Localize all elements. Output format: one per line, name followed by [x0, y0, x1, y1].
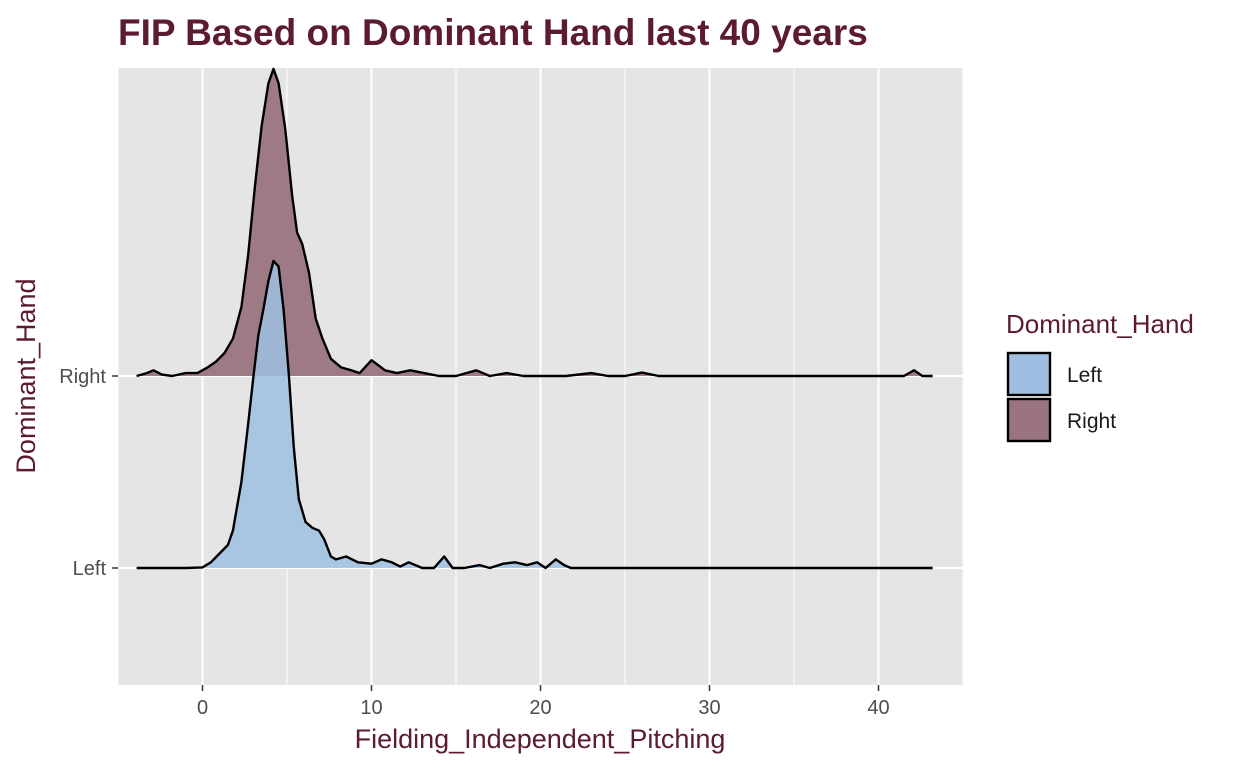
legend: Dominant_Hand Left Right — [1006, 309, 1194, 443]
legend-swatch-left — [1006, 351, 1052, 397]
legend-label-left: Left — [1067, 364, 1102, 387]
chart-title: FIP Based on Dominant Hand last 40 years — [118, 12, 868, 53]
x-tick-label: 10 — [360, 697, 382, 719]
ridge-line-right — [136, 67, 933, 378]
ridge-line-left — [136, 259, 933, 570]
x-tick-label: 0 — [197, 697, 208, 719]
axis-layer: 0 10 20 30 40 Left Right — [59, 366, 889, 719]
x-tick-label: 40 — [867, 697, 889, 719]
legend-label-right: Right — [1067, 410, 1116, 433]
x-tick-label: 30 — [698, 697, 720, 719]
legend-items: Left Right — [1006, 351, 1116, 443]
x-axis-title: Fielding_Independent_Pitching — [355, 724, 726, 754]
y-axis-title: Dominant_Hand — [11, 278, 41, 473]
legend-title: Dominant_Hand — [1006, 309, 1194, 339]
legend-swatch-right — [1006, 397, 1052, 443]
x-tick-label: 20 — [529, 697, 551, 719]
y-tick-label: Right — [59, 366, 106, 388]
ridge-layer — [136, 67, 933, 570]
y-tick-label: Left — [73, 558, 107, 580]
